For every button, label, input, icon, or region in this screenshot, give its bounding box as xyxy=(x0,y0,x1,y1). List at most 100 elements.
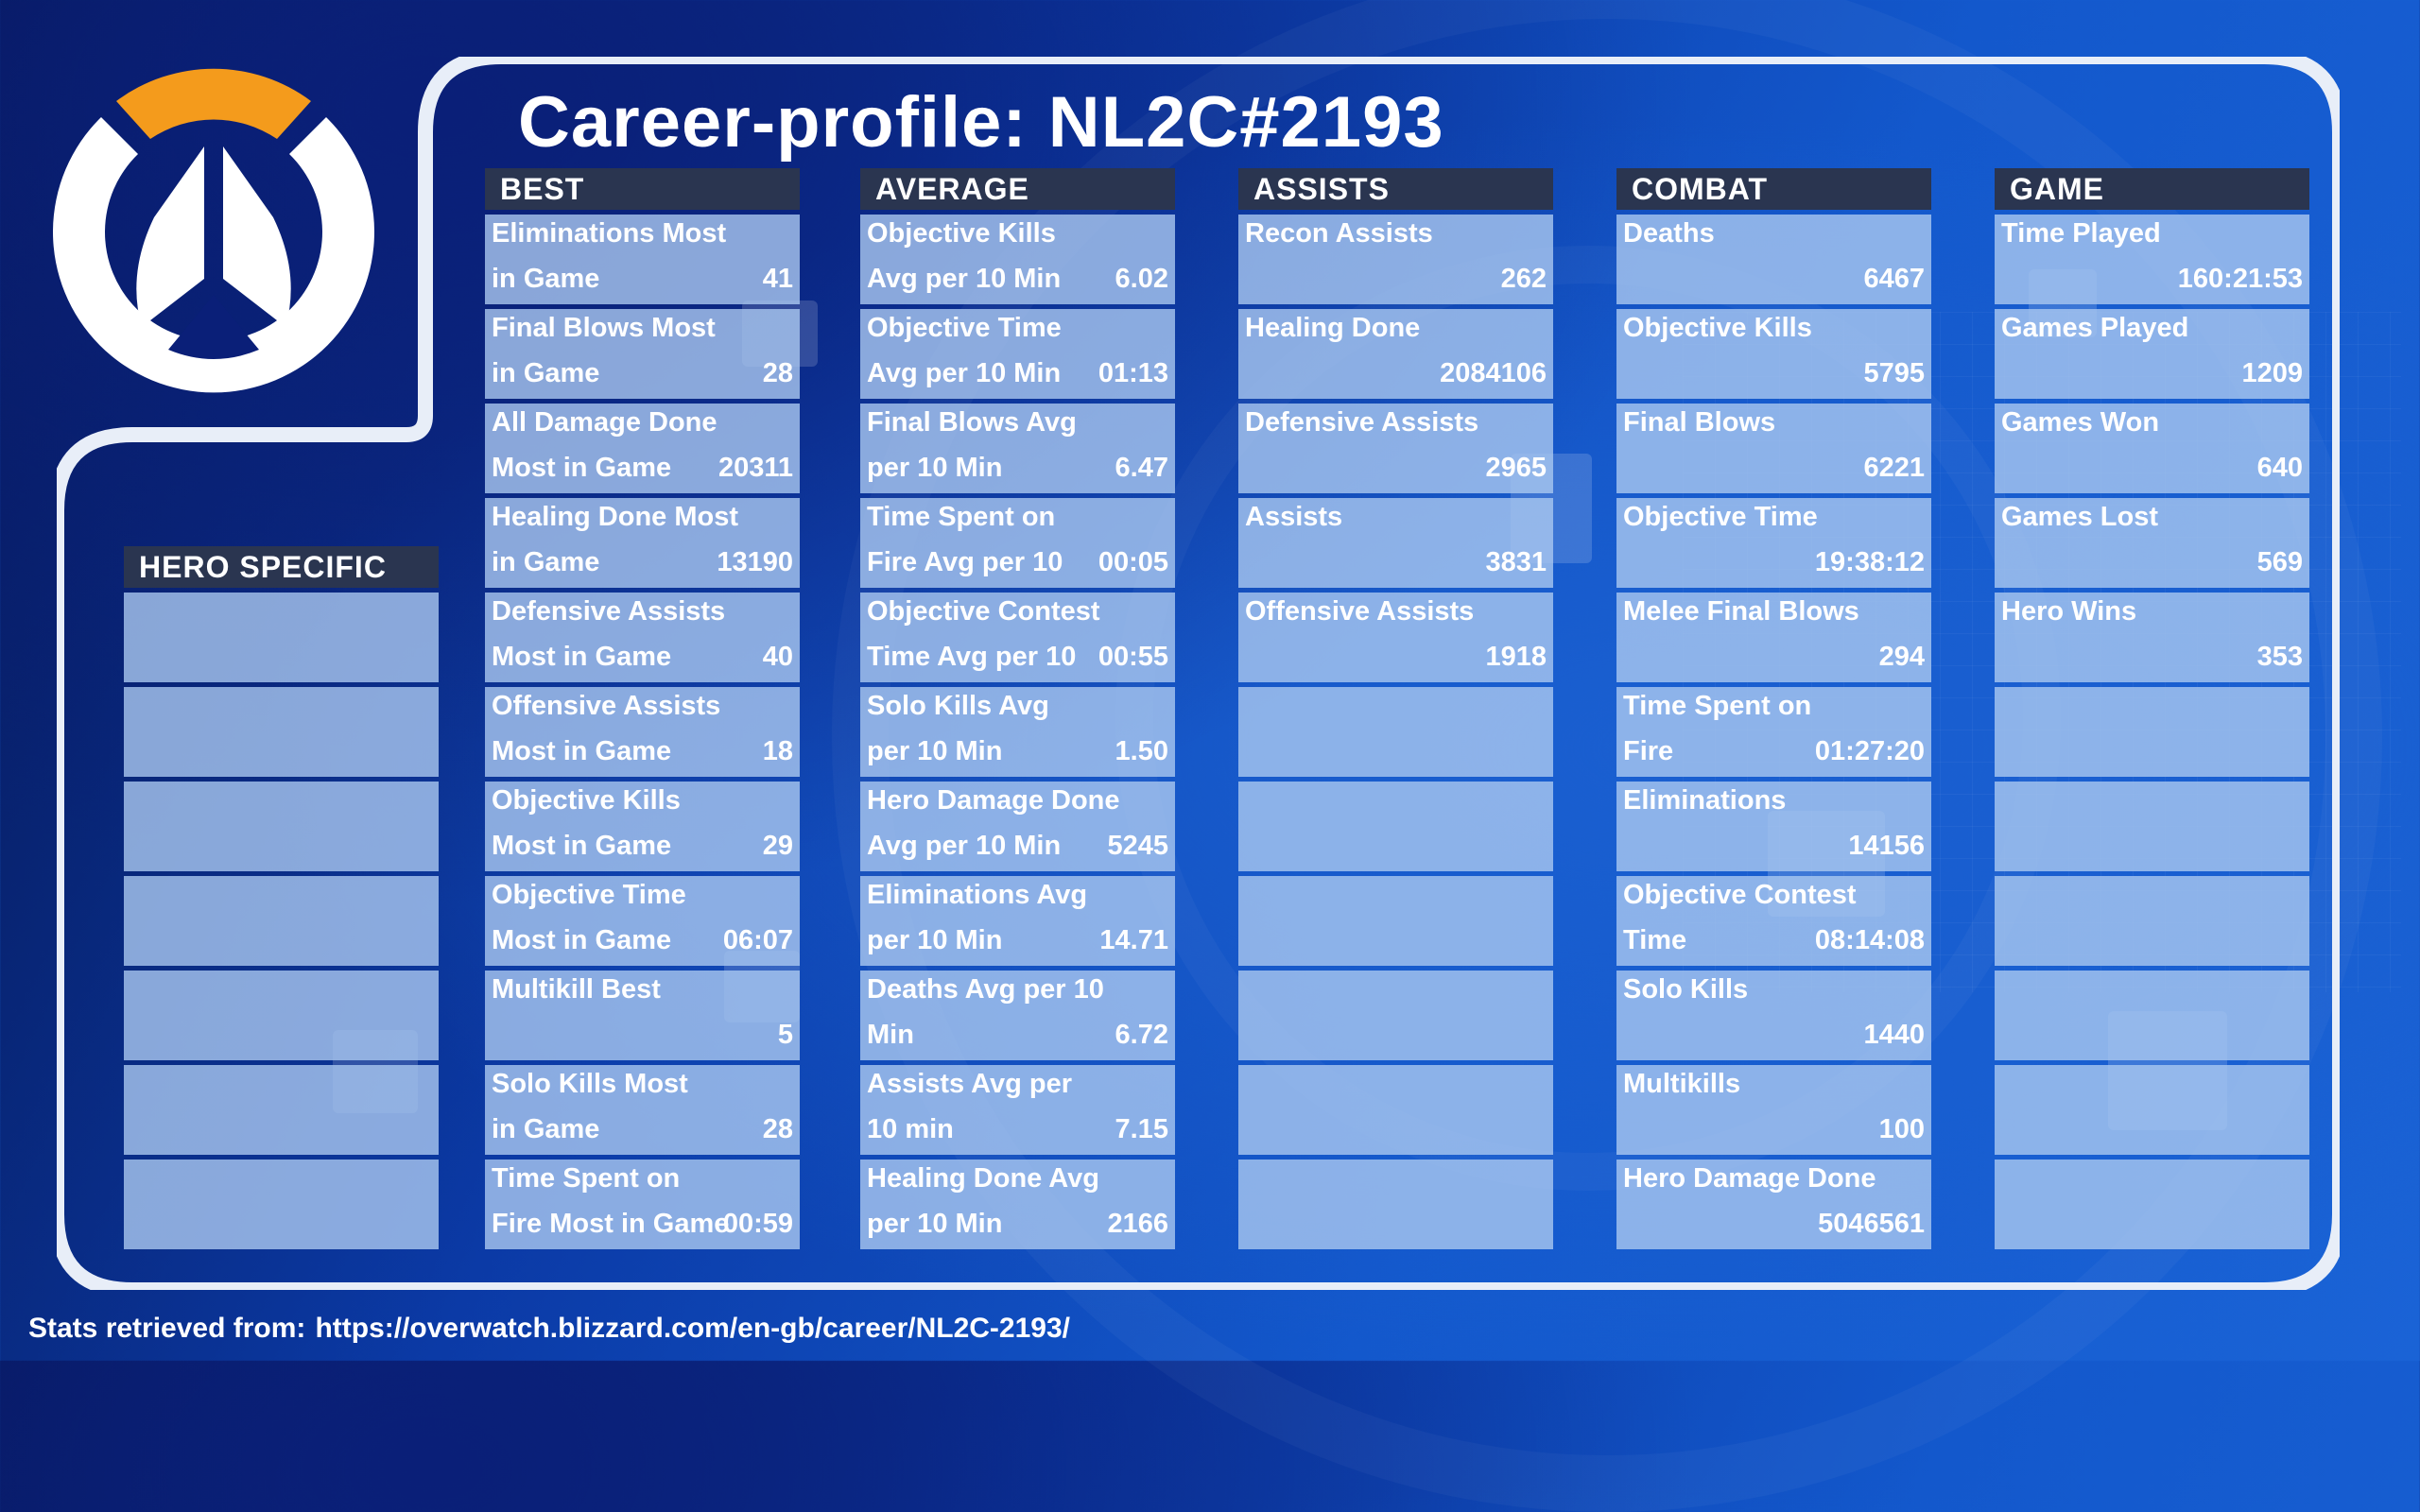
stat-value: 28 xyxy=(762,358,793,388)
average-stat-cell: Objective Contest Time Avg per 10 00:55 xyxy=(860,593,1175,682)
stat-label: Final Blows xyxy=(1623,407,1776,438)
best-stat-cell: Healing Done Most in Game 13190 xyxy=(485,498,800,588)
stat-label: Solo Kills Avg xyxy=(867,691,1049,721)
stat-value: 19:38:12 xyxy=(1814,547,1925,577)
combat-column-header: COMBAT xyxy=(1616,168,1931,210)
assists-stat-cell xyxy=(1238,1065,1553,1155)
stat-label: Deaths xyxy=(1623,218,1715,249)
footer-url-link[interactable]: https://overwatch.blizzard.com/en-gb/car… xyxy=(315,1313,1070,1344)
game-stat-cell: Time Played 160:21:53 xyxy=(1995,215,2309,304)
stat-value: 6.02 xyxy=(1115,264,1168,294)
stat-label: Eliminations Most xyxy=(492,218,727,249)
stat-label: Offensive Assists xyxy=(1245,596,1475,627)
stat-value: 29 xyxy=(762,831,793,861)
stat-label-line2: Fire Most in Game xyxy=(492,1209,730,1239)
stat-label-line2: per 10 Min xyxy=(867,453,1003,483)
stat-label-line2: Avg per 10 Min xyxy=(867,264,1062,294)
stat-label: Time Played xyxy=(2001,218,2161,249)
stat-label-line2: Avg per 10 Min xyxy=(867,831,1062,861)
game-stat-cell xyxy=(1995,876,2309,966)
stat-value: 5245 xyxy=(1107,831,1168,861)
stat-value: 1918 xyxy=(1485,642,1547,672)
stat-label: Objective Contest xyxy=(867,596,1100,627)
stat-label: Eliminations xyxy=(1623,785,1787,816)
footer-source: Stats retrieved from: https://overwatch.b… xyxy=(28,1313,1070,1345)
combat-stat-cell: Eliminations 14156 xyxy=(1616,782,1931,871)
best-stat-cell: Objective Kills Most in Game 29 xyxy=(485,782,800,871)
stat-label-line2: Fire xyxy=(1623,736,1674,766)
hero-specific-cell xyxy=(124,1160,439,1249)
average-stat-cell: Objective Kills Avg per 10 Min 6.02 xyxy=(860,215,1175,304)
game-stat-cell xyxy=(1995,1065,2309,1155)
stat-value: 28 xyxy=(762,1114,793,1144)
stat-label: Multikill Best xyxy=(492,974,661,1005)
stat-value: 1209 xyxy=(2241,358,2303,388)
stat-label-line2: in Game xyxy=(492,1114,600,1144)
assists-stat-cell: Offensive Assists 1918 xyxy=(1238,593,1553,682)
hero-specific-panel: HERO SPECIFIC xyxy=(124,546,439,1249)
hero-specific-cell xyxy=(124,1065,439,1155)
stat-value: 13190 xyxy=(717,547,793,577)
combat-stat-cell: Objective Kills 5795 xyxy=(1616,309,1931,399)
stat-value: 2084106 xyxy=(1440,358,1547,388)
stat-value: 1.50 xyxy=(1115,736,1168,766)
overwatch-logo-icon xyxy=(53,68,375,393)
combat-stat-cell: Hero Damage Done 5046561 xyxy=(1616,1160,1931,1249)
game-column-header: GAME xyxy=(1995,168,2309,210)
combat-stat-cell: Final Blows 6221 xyxy=(1616,404,1931,493)
assists-stats-column: ASSISTS Recon Assists 262 Healing Done 2084… xyxy=(1238,168,1553,1249)
stat-label: Multikills xyxy=(1623,1069,1741,1099)
stat-value: 1440 xyxy=(1863,1020,1925,1050)
best-stat-cell: Defensive Assists Most in Game 40 xyxy=(485,593,800,682)
stat-value: 20311 xyxy=(717,453,793,483)
game-stats-column: GAME Time Played 160:21:53 Games Played 120… xyxy=(1995,168,2309,1249)
stat-label: Time Spent on xyxy=(1623,691,1812,721)
stat-label-line2: per 10 Min xyxy=(867,736,1003,766)
stat-label: Solo Kills Most xyxy=(492,1069,688,1099)
stat-label-line2: Avg per 10 Min xyxy=(867,358,1062,388)
combat-stat-cell: Multikills 100 xyxy=(1616,1065,1931,1155)
stat-label: Melee Final Blows xyxy=(1623,596,1859,627)
stat-value: 5795 xyxy=(1863,358,1925,388)
stat-label: Objective Time xyxy=(492,880,686,910)
stat-label: Defensive Assists xyxy=(1245,407,1479,438)
stat-label-line2: Most in Game xyxy=(492,925,672,955)
stat-label: Hero Wins xyxy=(2001,596,2137,627)
assists-stat-cell xyxy=(1238,1160,1553,1249)
game-stat-cell: Games Won 640 xyxy=(1995,404,2309,493)
stat-label: Defensive Assists xyxy=(492,596,726,627)
stat-label: Assists Avg per xyxy=(867,1069,1073,1099)
stat-label: Recon Assists xyxy=(1245,218,1433,249)
stat-label-line2: Most in Game xyxy=(492,642,672,672)
assists-stat-cell: Recon Assists 262 xyxy=(1238,215,1553,304)
stat-value: 01:27:20 xyxy=(1814,736,1925,766)
stat-value: 2965 xyxy=(1485,453,1547,483)
stat-label-line2: per 10 Min xyxy=(867,1209,1003,1239)
stat-label: Objective Kills xyxy=(492,785,681,816)
average-stats-column: AVERAGE Objective Kills Avg per 10 Min 6.0… xyxy=(860,168,1175,1249)
stat-label-line2: per 10 Min xyxy=(867,925,1003,955)
assists-stat-cell: Defensive Assists 2965 xyxy=(1238,404,1553,493)
stat-value: 2166 xyxy=(1107,1209,1168,1239)
stat-label-line2: in Game xyxy=(492,264,600,294)
combat-stats-column: COMBAT Deaths 6467 Objective Kills 5795 Fina… xyxy=(1616,168,1931,1249)
assists-stat-cell xyxy=(1238,971,1553,1060)
stat-value: 41 xyxy=(762,264,793,294)
assists-stat-cell: Healing Done 2084106 xyxy=(1238,309,1553,399)
best-stat-cell: Offensive Assists Most in Game 18 xyxy=(485,687,800,777)
stat-value: 6.72 xyxy=(1115,1020,1168,1050)
stat-label-line2: Most in Game xyxy=(492,453,672,483)
hero-specific-header: HERO SPECIFIC xyxy=(124,546,439,588)
stat-value: 14156 xyxy=(1848,831,1925,861)
hero-specific-cell xyxy=(124,876,439,966)
average-stat-cell: Objective Time Avg per 10 Min 01:13 xyxy=(860,309,1175,399)
stat-label: Offensive Assists xyxy=(492,691,721,721)
stat-value: 294 xyxy=(1878,642,1925,672)
stat-label: Solo Kills xyxy=(1623,974,1749,1005)
game-stat-cell xyxy=(1995,1160,2309,1249)
game-stat-cell: Games Played 1209 xyxy=(1995,309,2309,399)
stat-label: Games Won xyxy=(2001,407,2160,438)
stat-label: Games Lost xyxy=(2001,502,2158,532)
average-stat-cell: Final Blows Avg per 10 Min 6.47 xyxy=(860,404,1175,493)
average-stat-cell: Deaths Avg per 10 Min 6.72 xyxy=(860,971,1175,1060)
